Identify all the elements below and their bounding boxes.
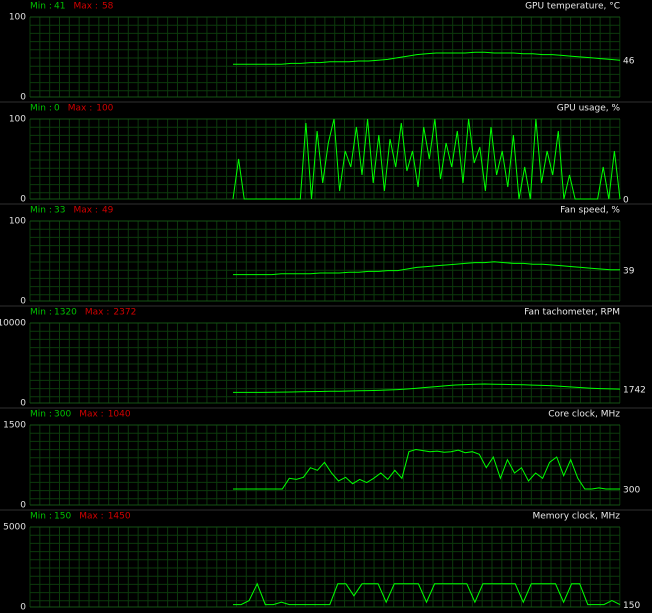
min-value: 1320 <box>54 308 77 318</box>
y-tick-label: 100 <box>9 115 26 125</box>
panel-title: Fan tachometer, RPM <box>524 308 620 318</box>
panel-title: Fan speed, % <box>560 206 620 216</box>
series-line <box>233 261 620 276</box>
panel-title: GPU temperature, °C <box>525 2 620 12</box>
y-tick-label: 5000 <box>3 523 26 533</box>
series-line <box>232 118 621 200</box>
series-line <box>233 448 620 490</box>
current-value: 300 <box>623 486 640 496</box>
max-label: Max : <box>73 206 98 216</box>
max-value: 100 <box>96 104 113 114</box>
min-label: Min : <box>30 410 52 420</box>
y-tick-label: 0 <box>20 399 26 409</box>
current-value: 46 <box>623 57 635 67</box>
panel-title: GPU usage, % <box>557 104 621 114</box>
y-tick-label: 0 <box>20 603 26 613</box>
y-tick-label: 10000 <box>0 319 26 329</box>
min-label: Min : <box>30 308 52 318</box>
y-tick-label: 0 <box>20 297 26 307</box>
max-value: 1040 <box>108 410 131 420</box>
max-label: Max : <box>85 308 110 318</box>
y-tick-label: 100 <box>9 13 26 23</box>
current-value: 1742 <box>623 386 646 396</box>
min-label: Min : <box>30 104 52 114</box>
max-label: Max : <box>73 2 98 12</box>
y-tick-label: 100 <box>9 217 26 227</box>
min-label: Min : <box>30 512 52 522</box>
max-label: Max : <box>79 512 104 522</box>
min-label: Min : <box>30 2 52 12</box>
panel-title: Core clock, MHz <box>548 410 620 420</box>
y-tick-label: 0 <box>20 501 26 511</box>
max-label: Max : <box>68 104 93 114</box>
panel-title: Memory clock, MHz <box>532 512 620 522</box>
max-value: 58 <box>102 2 114 12</box>
max-value: 1450 <box>108 512 131 522</box>
max-label: Max : <box>79 410 104 420</box>
min-value: 300 <box>54 410 71 420</box>
y-tick-label: 1500 <box>3 421 26 431</box>
series-line <box>233 51 621 65</box>
current-value: 150 <box>623 601 640 611</box>
series-line <box>233 383 621 393</box>
max-value: 49 <box>102 206 114 216</box>
max-value: 2372 <box>113 308 136 318</box>
min-value: 33 <box>54 206 65 216</box>
y-tick-label: 0 <box>20 93 26 103</box>
series-line <box>233 582 621 606</box>
min-label: Min : <box>30 206 52 216</box>
y-tick-label: 0 <box>20 195 26 205</box>
min-value: 41 <box>54 2 65 12</box>
min-value: 0 <box>54 104 60 114</box>
min-value: 150 <box>54 512 71 522</box>
current-value: 39 <box>623 266 635 276</box>
current-value: 0 <box>623 196 629 206</box>
